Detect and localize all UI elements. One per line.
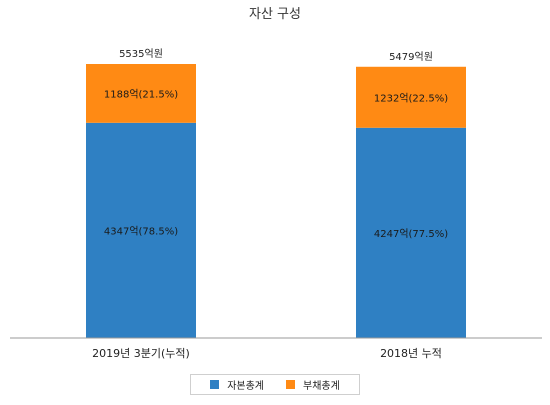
legend-label-liabilities: 부채총계 [303, 381, 340, 392]
legend-item-liabilities[interactable]: 부채총계 [286, 377, 340, 392]
bar-segment-equity-0[interactable] [86, 122, 196, 338]
bar-segment-label: 4247억(77.5%) [374, 228, 448, 240]
bar-segment-liabilities-0[interactable] [86, 64, 196, 123]
bar-total-label: 5535억원 [119, 48, 163, 60]
x-tick-label: 2018년 누적 [380, 347, 442, 360]
x-tick-label: 2019년 3분기(누적) [92, 347, 190, 360]
legend-swatch-liabilities [286, 380, 295, 389]
chart-title: 자산 구성 [249, 7, 301, 22]
legend-item-equity[interactable]: 자본총계 [210, 377, 264, 392]
bar-segment-equity-1[interactable] [356, 127, 466, 338]
legend: 자본총계 부채총계 [190, 374, 360, 395]
bar-segment-label: 4347억(78.5%) [104, 225, 178, 237]
legend-swatch-equity [210, 380, 220, 389]
legend-label-equity: 자본총계 [227, 381, 264, 392]
bar-segment-label: 1232억(22.5%) [374, 92, 448, 104]
bars-layer [86, 64, 466, 338]
bar-segment-liabilities-1[interactable] [356, 66, 466, 128]
bar-segment-label: 1188억(21.5%) [104, 88, 178, 100]
labels-layer: 4347억(78.5%) 1188억(21.5%) 5535억원 2019년 3분기(… [92, 48, 448, 360]
bar-total-label: 5479억원 [389, 51, 433, 63]
